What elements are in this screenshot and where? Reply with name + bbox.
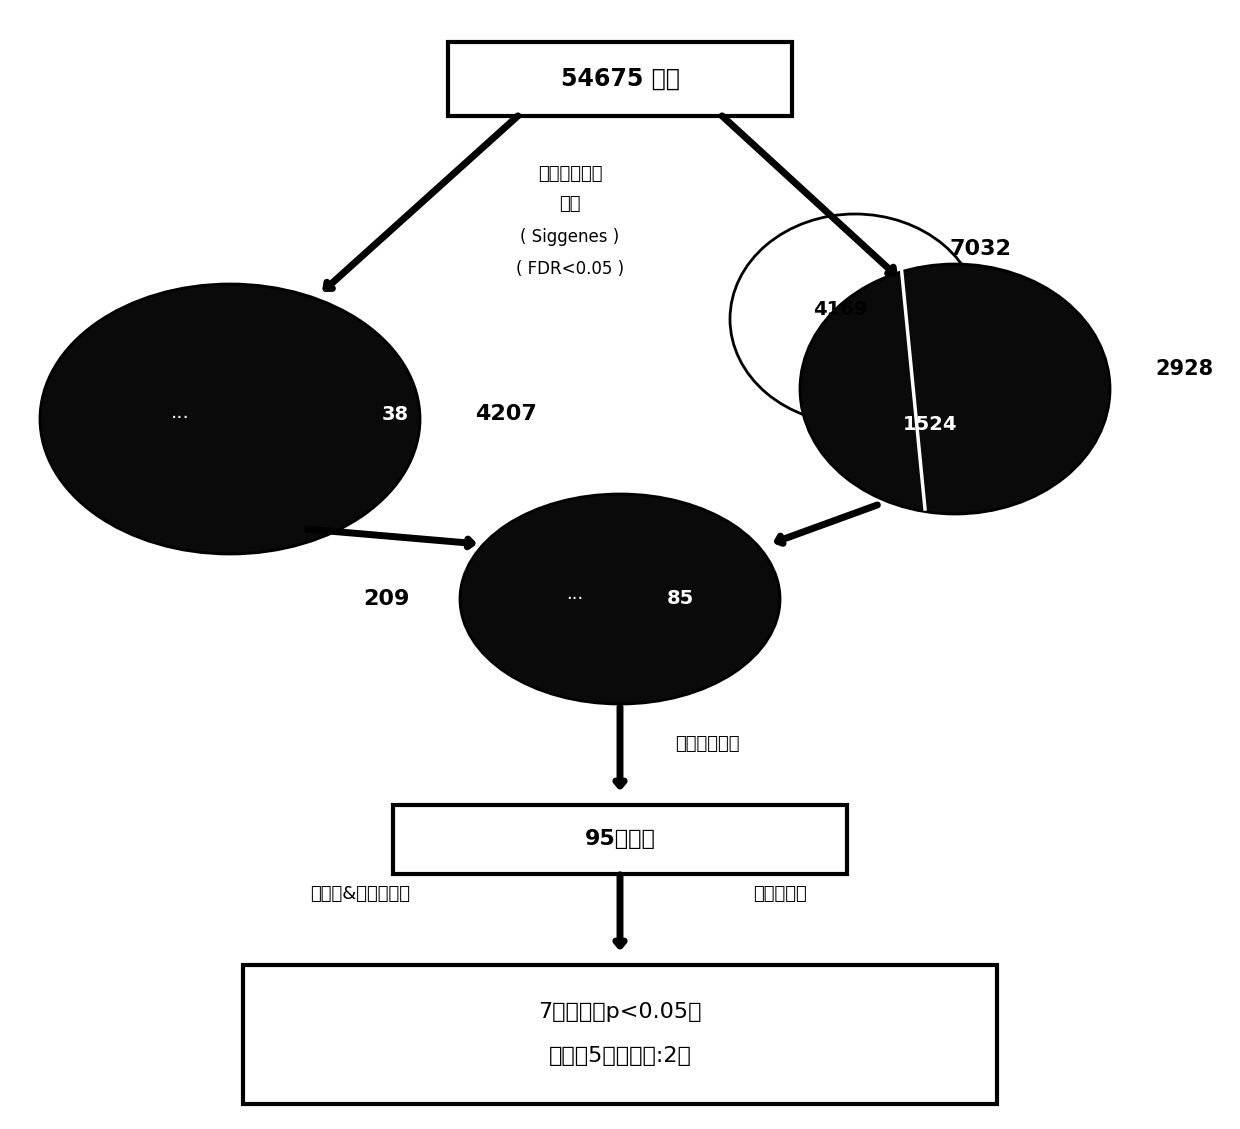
Text: ( Siggenes ): ( Siggenes ) [521,228,620,246]
Text: 生存率分析: 生存率分析 [753,885,807,903]
Text: ···: ··· [171,410,190,429]
Text: 2928: 2928 [1154,359,1213,379]
Text: 上调：5个；下调:2个: 上调：5个；下调:2个 [548,1045,692,1066]
Ellipse shape [800,264,1110,514]
Text: 54675 探针: 54675 探针 [560,67,680,91]
Text: 去除重复基因: 去除重复基因 [675,735,739,753]
Text: 38: 38 [382,404,408,423]
Text: 显著差异表达: 显著差异表达 [538,165,603,183]
Text: 1524: 1524 [903,414,957,434]
FancyBboxPatch shape [448,42,792,116]
Ellipse shape [730,215,980,425]
Text: ···: ··· [567,590,584,609]
Text: 209: 209 [363,589,410,609]
Text: ( FDR<0.05 ): ( FDR<0.05 ) [516,260,624,278]
Text: 4207: 4207 [475,404,537,425]
FancyBboxPatch shape [243,964,997,1103]
Ellipse shape [460,495,780,704]
Text: 7个基因（p<0.05）: 7个基因（p<0.05） [538,1003,702,1022]
FancyBboxPatch shape [393,805,847,874]
Ellipse shape [40,285,420,554]
Text: 85: 85 [666,589,693,609]
Text: 4169: 4169 [812,299,867,318]
Text: 单因素&多因素分析: 单因素&多因素分析 [310,885,410,903]
Text: 分析: 分析 [559,195,580,213]
Text: 7032: 7032 [949,239,1011,259]
Text: 95个基因: 95个基因 [584,829,656,849]
